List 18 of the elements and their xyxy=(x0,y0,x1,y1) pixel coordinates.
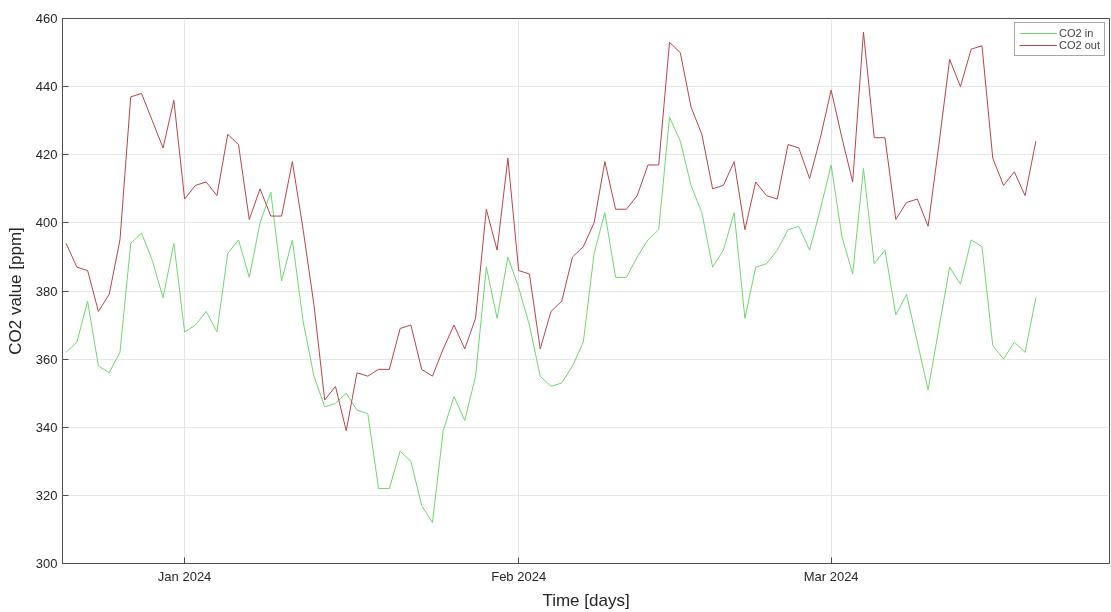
line-series xyxy=(65,116,1037,524)
y-tick-label: 360 xyxy=(35,351,58,367)
y-tick-label: 300 xyxy=(35,556,58,571)
y-tick-label: 400 xyxy=(35,215,58,231)
y-tick-label: 420 xyxy=(35,147,58,163)
legend-label: CO2 out xyxy=(1059,39,1100,51)
y-tick-label: 380 xyxy=(35,283,58,299)
x-tick-label: Mar 2024 xyxy=(803,568,859,584)
x-tick-label: Feb 2024 xyxy=(491,568,547,584)
y-tick-label: 320 xyxy=(35,487,58,503)
x-tick-label: Jan 2024 xyxy=(157,568,212,584)
y-axis-title: CO2 value [ppm] xyxy=(5,227,25,355)
x-axis-title: Time [days] xyxy=(542,590,630,610)
y-tick-label: 340 xyxy=(35,419,58,435)
y-tick-label: 440 xyxy=(35,79,58,95)
line-series xyxy=(65,31,1037,432)
legend-label: CO2 in xyxy=(1059,27,1094,39)
y-tick-label: 460 xyxy=(35,11,58,26)
